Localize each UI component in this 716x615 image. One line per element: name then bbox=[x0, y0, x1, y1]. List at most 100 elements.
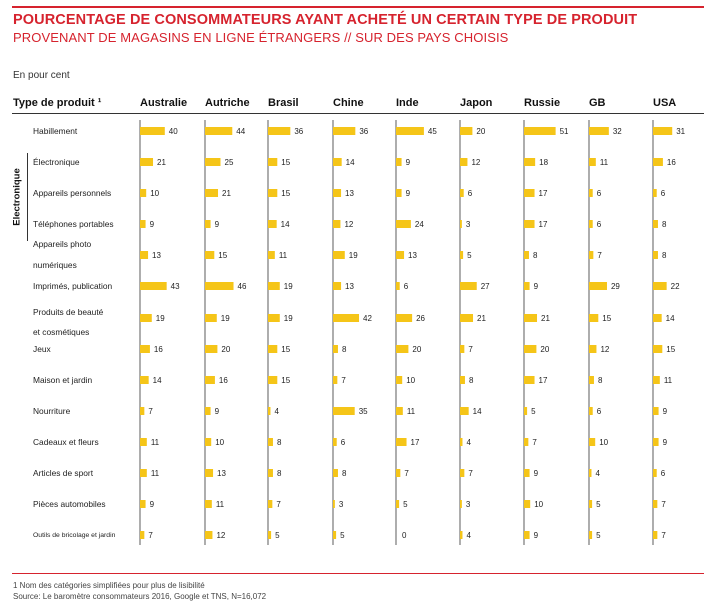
bar bbox=[333, 407, 355, 415]
data-label: 11 bbox=[216, 500, 225, 509]
data-label: 6 bbox=[661, 189, 666, 198]
data-label: 25 bbox=[225, 158, 234, 167]
data-label: 17 bbox=[539, 189, 548, 198]
data-label: 19 bbox=[349, 251, 358, 260]
category-label: Appareils photo bbox=[33, 239, 92, 249]
bar bbox=[524, 251, 529, 259]
data-label: 15 bbox=[602, 314, 611, 323]
bar bbox=[268, 407, 271, 415]
data-label: 12 bbox=[600, 345, 609, 354]
data-label: 12 bbox=[344, 220, 353, 229]
bar bbox=[205, 438, 212, 446]
bar bbox=[333, 376, 338, 384]
bar bbox=[140, 531, 145, 539]
bar bbox=[268, 251, 275, 259]
data-label: 14 bbox=[153, 376, 162, 385]
data-label: 20 bbox=[412, 345, 421, 354]
bar bbox=[205, 189, 219, 197]
data-label: 8 bbox=[662, 251, 667, 260]
data-label: 20 bbox=[476, 127, 485, 136]
country-header-usa: USA bbox=[653, 97, 677, 109]
bar bbox=[524, 438, 529, 446]
data-label: 5 bbox=[596, 531, 601, 540]
bar bbox=[524, 469, 530, 477]
bar bbox=[653, 345, 663, 353]
bar bbox=[140, 220, 146, 228]
data-label: 10 bbox=[534, 500, 543, 509]
bar bbox=[460, 345, 465, 353]
data-label: 31 bbox=[676, 127, 685, 136]
bar bbox=[460, 314, 474, 322]
data-label: 16 bbox=[219, 376, 228, 385]
data-label: 12 bbox=[216, 531, 225, 540]
bar bbox=[460, 158, 468, 166]
data-label: 6 bbox=[404, 282, 409, 291]
data-label: 7 bbox=[404, 469, 409, 478]
data-label: 9 bbox=[663, 438, 668, 447]
data-label: 11 bbox=[664, 376, 673, 385]
data-label: 8 bbox=[277, 438, 282, 447]
data-label: 6 bbox=[661, 469, 666, 478]
data-label: 15 bbox=[281, 345, 290, 354]
data-label: 5 bbox=[596, 500, 601, 509]
data-label: 26 bbox=[416, 314, 425, 323]
bar bbox=[205, 127, 233, 135]
chart-subtitle: PROVENANT DE MAGASINS EN LIGNE ÉTRANGERS… bbox=[13, 30, 509, 45]
data-label: 19 bbox=[284, 282, 293, 291]
data-label: 43 bbox=[171, 282, 180, 291]
data-label: 7 bbox=[468, 345, 473, 354]
data-label: 51 bbox=[560, 127, 569, 136]
data-label: 19 bbox=[284, 314, 293, 323]
bar bbox=[396, 314, 413, 322]
data-label: 9 bbox=[534, 282, 539, 291]
bar bbox=[396, 376, 403, 384]
bar bbox=[333, 282, 342, 290]
data-label: 40 bbox=[169, 127, 178, 136]
bar bbox=[140, 469, 147, 477]
bar bbox=[653, 500, 658, 508]
bar bbox=[524, 345, 537, 353]
bar bbox=[653, 531, 658, 539]
bar bbox=[589, 127, 609, 135]
bar bbox=[205, 407, 211, 415]
country-header-inde: Inde bbox=[396, 97, 419, 109]
bar bbox=[589, 158, 596, 166]
data-label: 4 bbox=[274, 407, 279, 416]
bar bbox=[140, 314, 152, 322]
data-label: 7 bbox=[148, 531, 153, 540]
bar bbox=[396, 282, 400, 290]
data-label: 13 bbox=[408, 251, 417, 260]
bar bbox=[140, 345, 150, 353]
bar bbox=[653, 251, 658, 259]
category-label: Appareils personnels bbox=[33, 188, 112, 198]
bar bbox=[460, 220, 462, 228]
category-label: Téléphones portables bbox=[33, 219, 114, 229]
data-label: 13 bbox=[345, 189, 354, 198]
data-label: 13 bbox=[152, 251, 161, 260]
bar bbox=[653, 127, 673, 135]
data-label: 10 bbox=[599, 438, 608, 447]
bar bbox=[333, 251, 345, 259]
bar bbox=[524, 158, 536, 166]
bar bbox=[653, 469, 657, 477]
bar bbox=[205, 345, 218, 353]
bar bbox=[653, 220, 658, 228]
bar bbox=[396, 158, 402, 166]
data-label: 9 bbox=[150, 220, 155, 229]
data-label: 6 bbox=[597, 189, 602, 198]
data-label: 12 bbox=[471, 158, 480, 167]
data-label: 20 bbox=[221, 345, 230, 354]
data-label: 20 bbox=[540, 345, 549, 354]
country-header-russie: Russie bbox=[524, 97, 561, 109]
bar bbox=[589, 220, 593, 228]
top-rule bbox=[12, 6, 704, 8]
data-label: 10 bbox=[215, 438, 224, 447]
bar bbox=[589, 376, 594, 384]
bar bbox=[268, 282, 280, 290]
bar bbox=[205, 469, 214, 477]
data-label: 11 bbox=[151, 469, 160, 478]
data-label: 27 bbox=[481, 282, 490, 291]
bar bbox=[524, 314, 538, 322]
bar bbox=[205, 314, 217, 322]
data-label: 6 bbox=[468, 189, 473, 198]
